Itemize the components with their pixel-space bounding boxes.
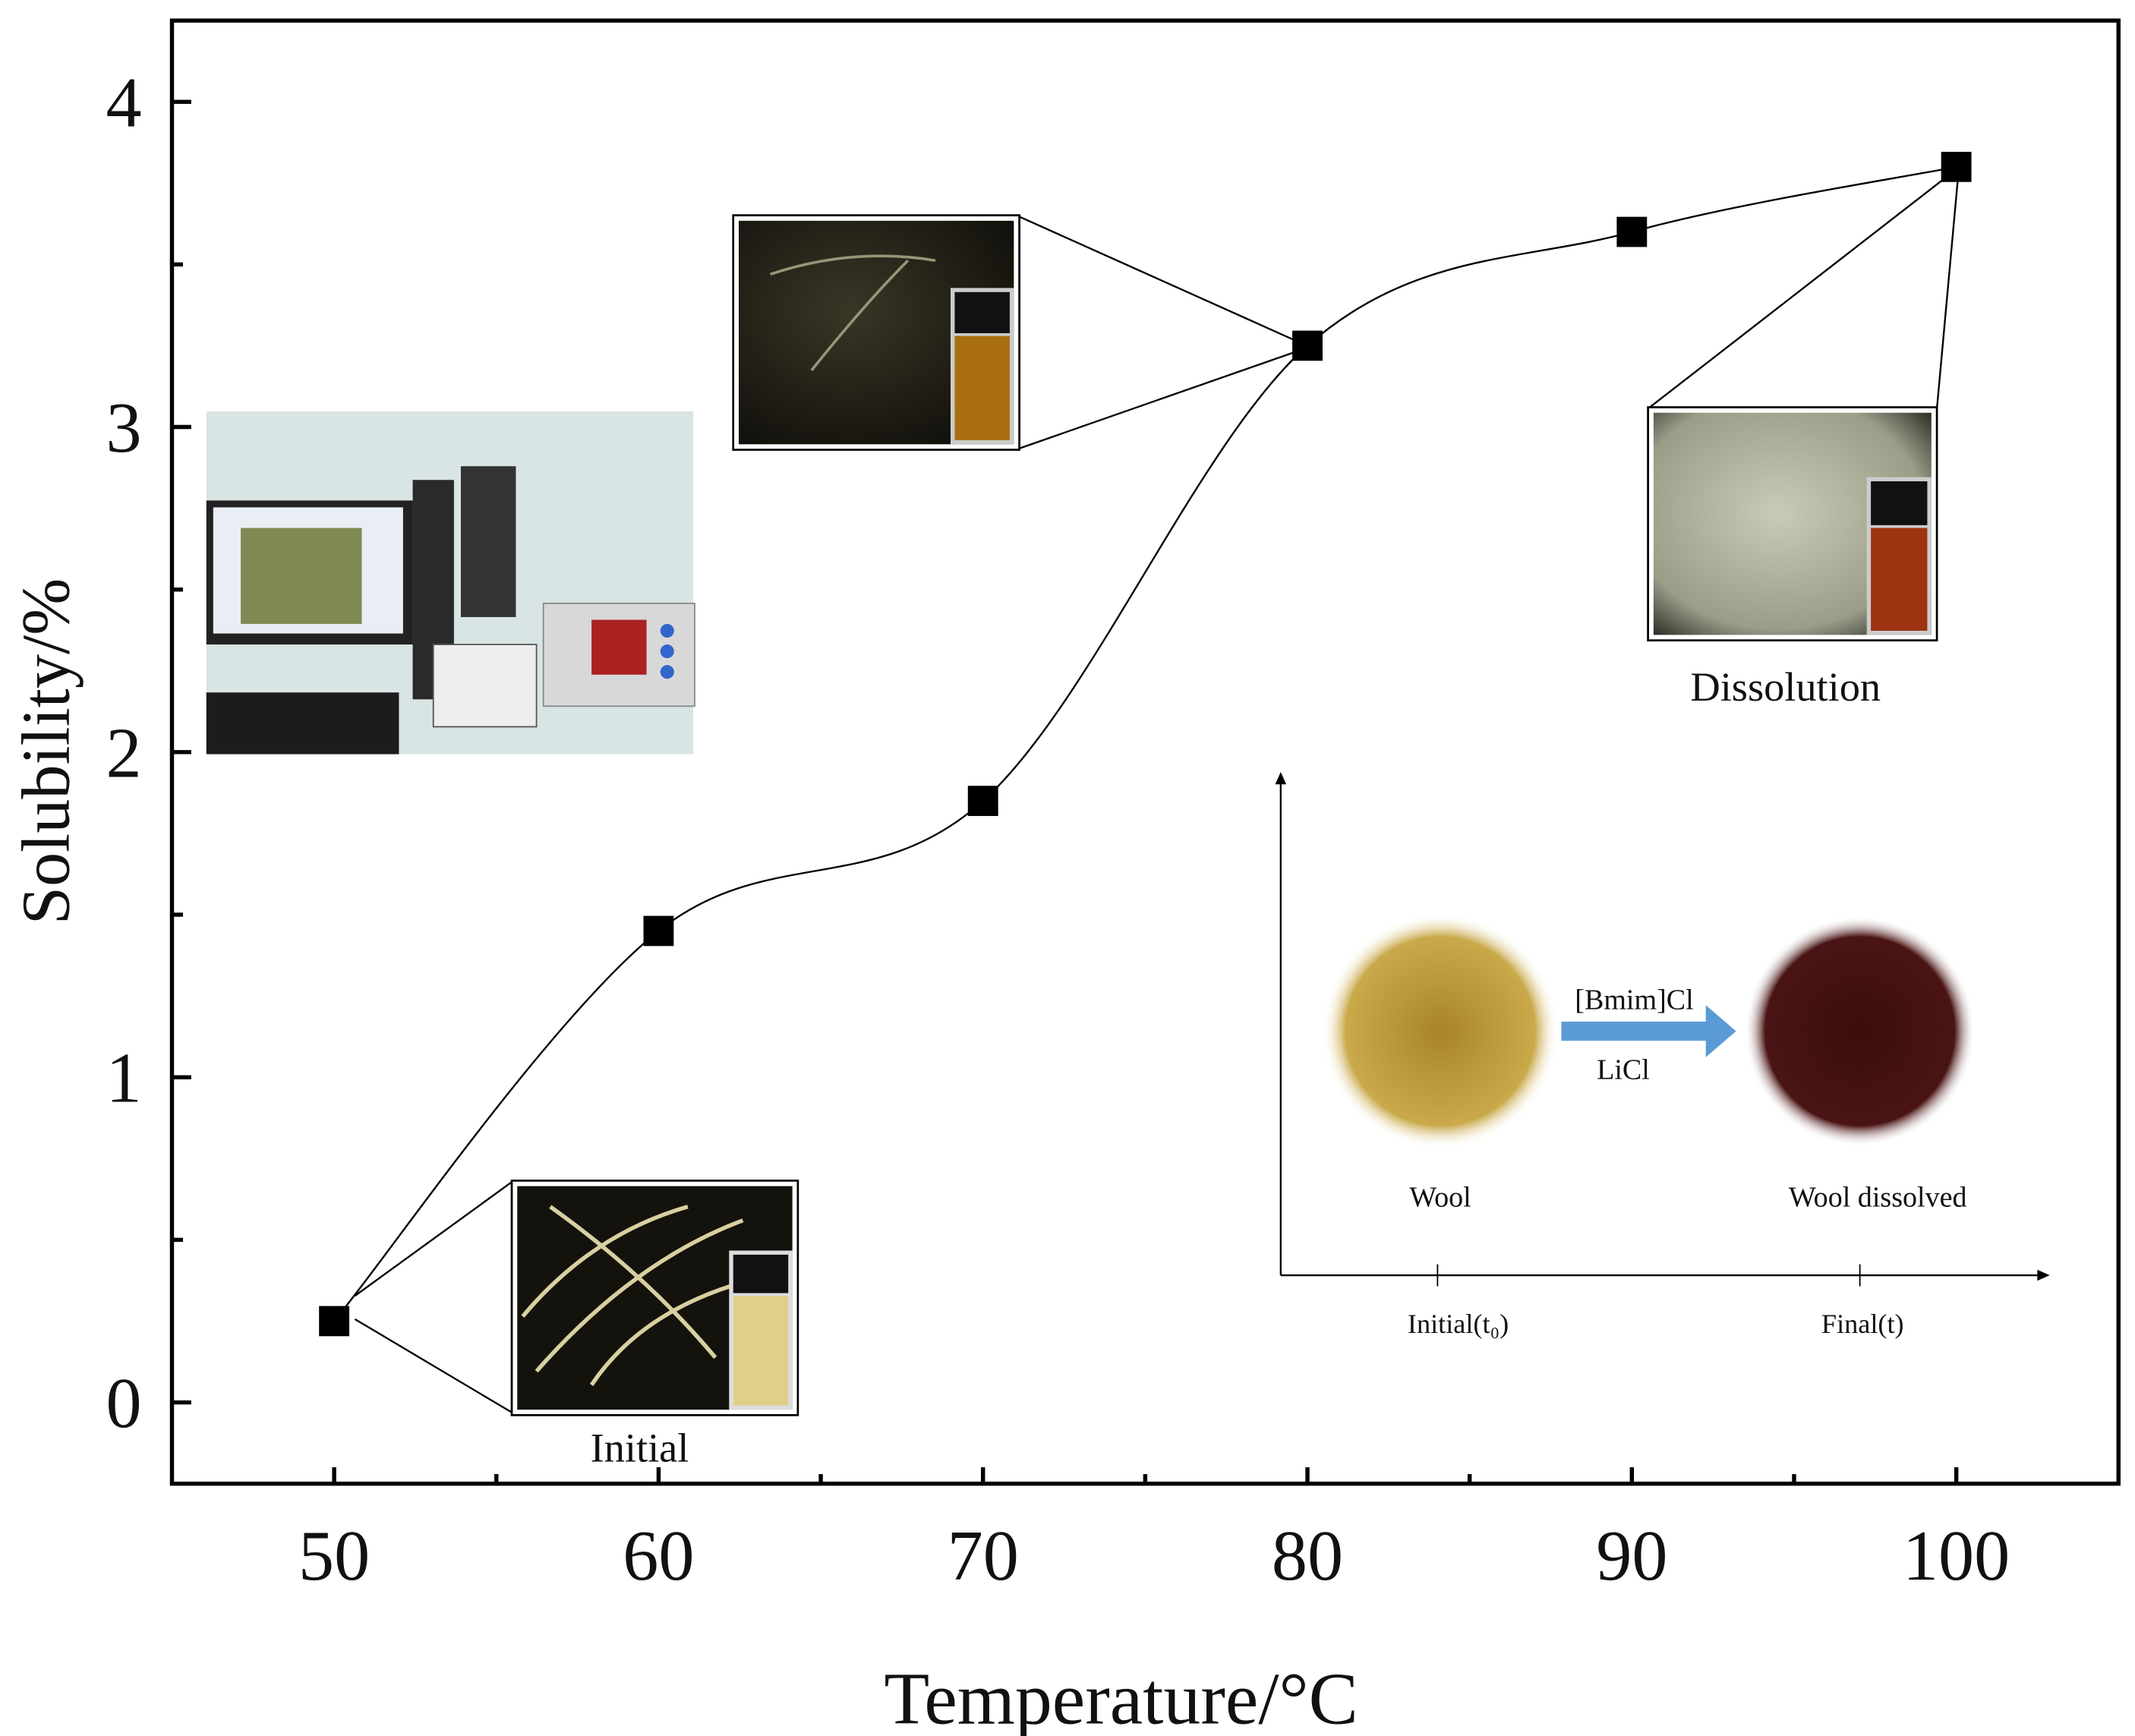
data-point [319, 1306, 350, 1337]
image-dissolution [1647, 406, 1938, 641]
y-tick-label: 0 [106, 1364, 142, 1443]
y-tick-label: 2 [106, 714, 142, 792]
inset-label: LiCl [1597, 1054, 1650, 1086]
inset-label: Wool dissolved [1789, 1182, 1967, 1214]
inset-tick-label: Initial(t₀) [1408, 1309, 1509, 1339]
y-tick-label: 3 [106, 389, 142, 468]
inset-label: Wool [1409, 1182, 1471, 1214]
x-axis-title: Temperature/°C [884, 1659, 1358, 1736]
data-point [1941, 151, 1972, 182]
x-tick-label: 100 [1903, 1517, 2010, 1596]
inset-tick-label: Final(t) [1821, 1309, 1904, 1339]
x-tick-label: 70 [948, 1517, 1019, 1596]
y-axis-title: Solubility/% [7, 578, 84, 925]
image-80 [732, 214, 1020, 451]
data-point [1616, 216, 1648, 247]
x-tick-label: 80 [1272, 1517, 1343, 1596]
data-point [1292, 330, 1323, 361]
data-point [967, 786, 998, 816]
x-tick-label: 60 [623, 1517, 694, 1596]
inset-label: [Bmim]Cl [1575, 985, 1693, 1016]
annotation: Dissolution [1690, 664, 1881, 710]
y-tick-label: 4 [106, 64, 142, 143]
microscope-photo [206, 411, 695, 755]
connectors [354, 166, 1960, 1413]
inset [1275, 772, 2050, 1287]
data-point [643, 915, 674, 947]
annotation: Initial [591, 1426, 689, 1471]
x-tick-label: 90 [1596, 1517, 1667, 1596]
y-tick-label: 1 [106, 1039, 142, 1118]
image-initial [510, 1180, 799, 1416]
x-tick-label: 50 [298, 1517, 370, 1596]
